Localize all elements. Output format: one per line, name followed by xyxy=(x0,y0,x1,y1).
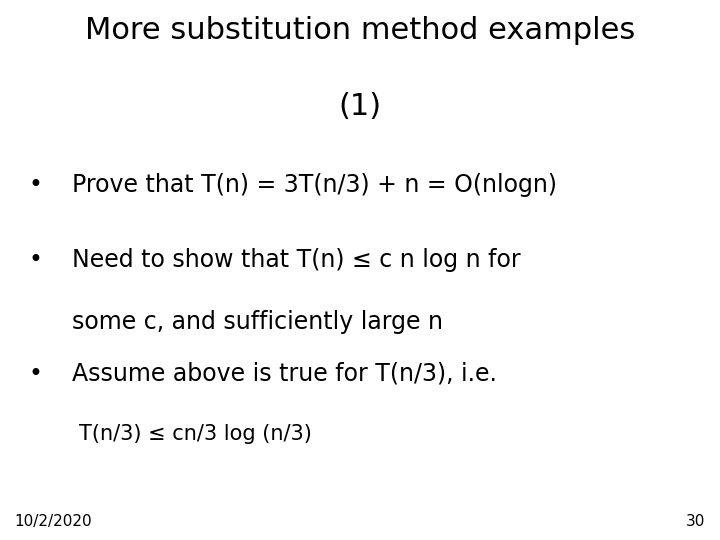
Text: •: • xyxy=(29,173,42,197)
Text: (1): (1) xyxy=(338,92,382,121)
Text: Need to show that T(n) ≤ c n log n for: Need to show that T(n) ≤ c n log n for xyxy=(72,248,521,272)
Text: 30: 30 xyxy=(686,514,706,529)
Text: T(n/3) ≤ cn/3 log (n/3): T(n/3) ≤ cn/3 log (n/3) xyxy=(79,424,312,444)
Text: More substitution method examples: More substitution method examples xyxy=(85,16,635,45)
Text: Assume above is true for T(n/3), i.e.: Assume above is true for T(n/3), i.e. xyxy=(72,362,497,386)
Text: 10/2/2020: 10/2/2020 xyxy=(14,514,92,529)
Text: •: • xyxy=(29,362,42,386)
Text: Prove that T(n) = 3T(n/3) + n = O(nlogn): Prove that T(n) = 3T(n/3) + n = O(nlogn) xyxy=(72,173,557,197)
Text: •: • xyxy=(29,248,42,272)
Text: some c, and sufficiently large n: some c, and sufficiently large n xyxy=(72,310,443,334)
